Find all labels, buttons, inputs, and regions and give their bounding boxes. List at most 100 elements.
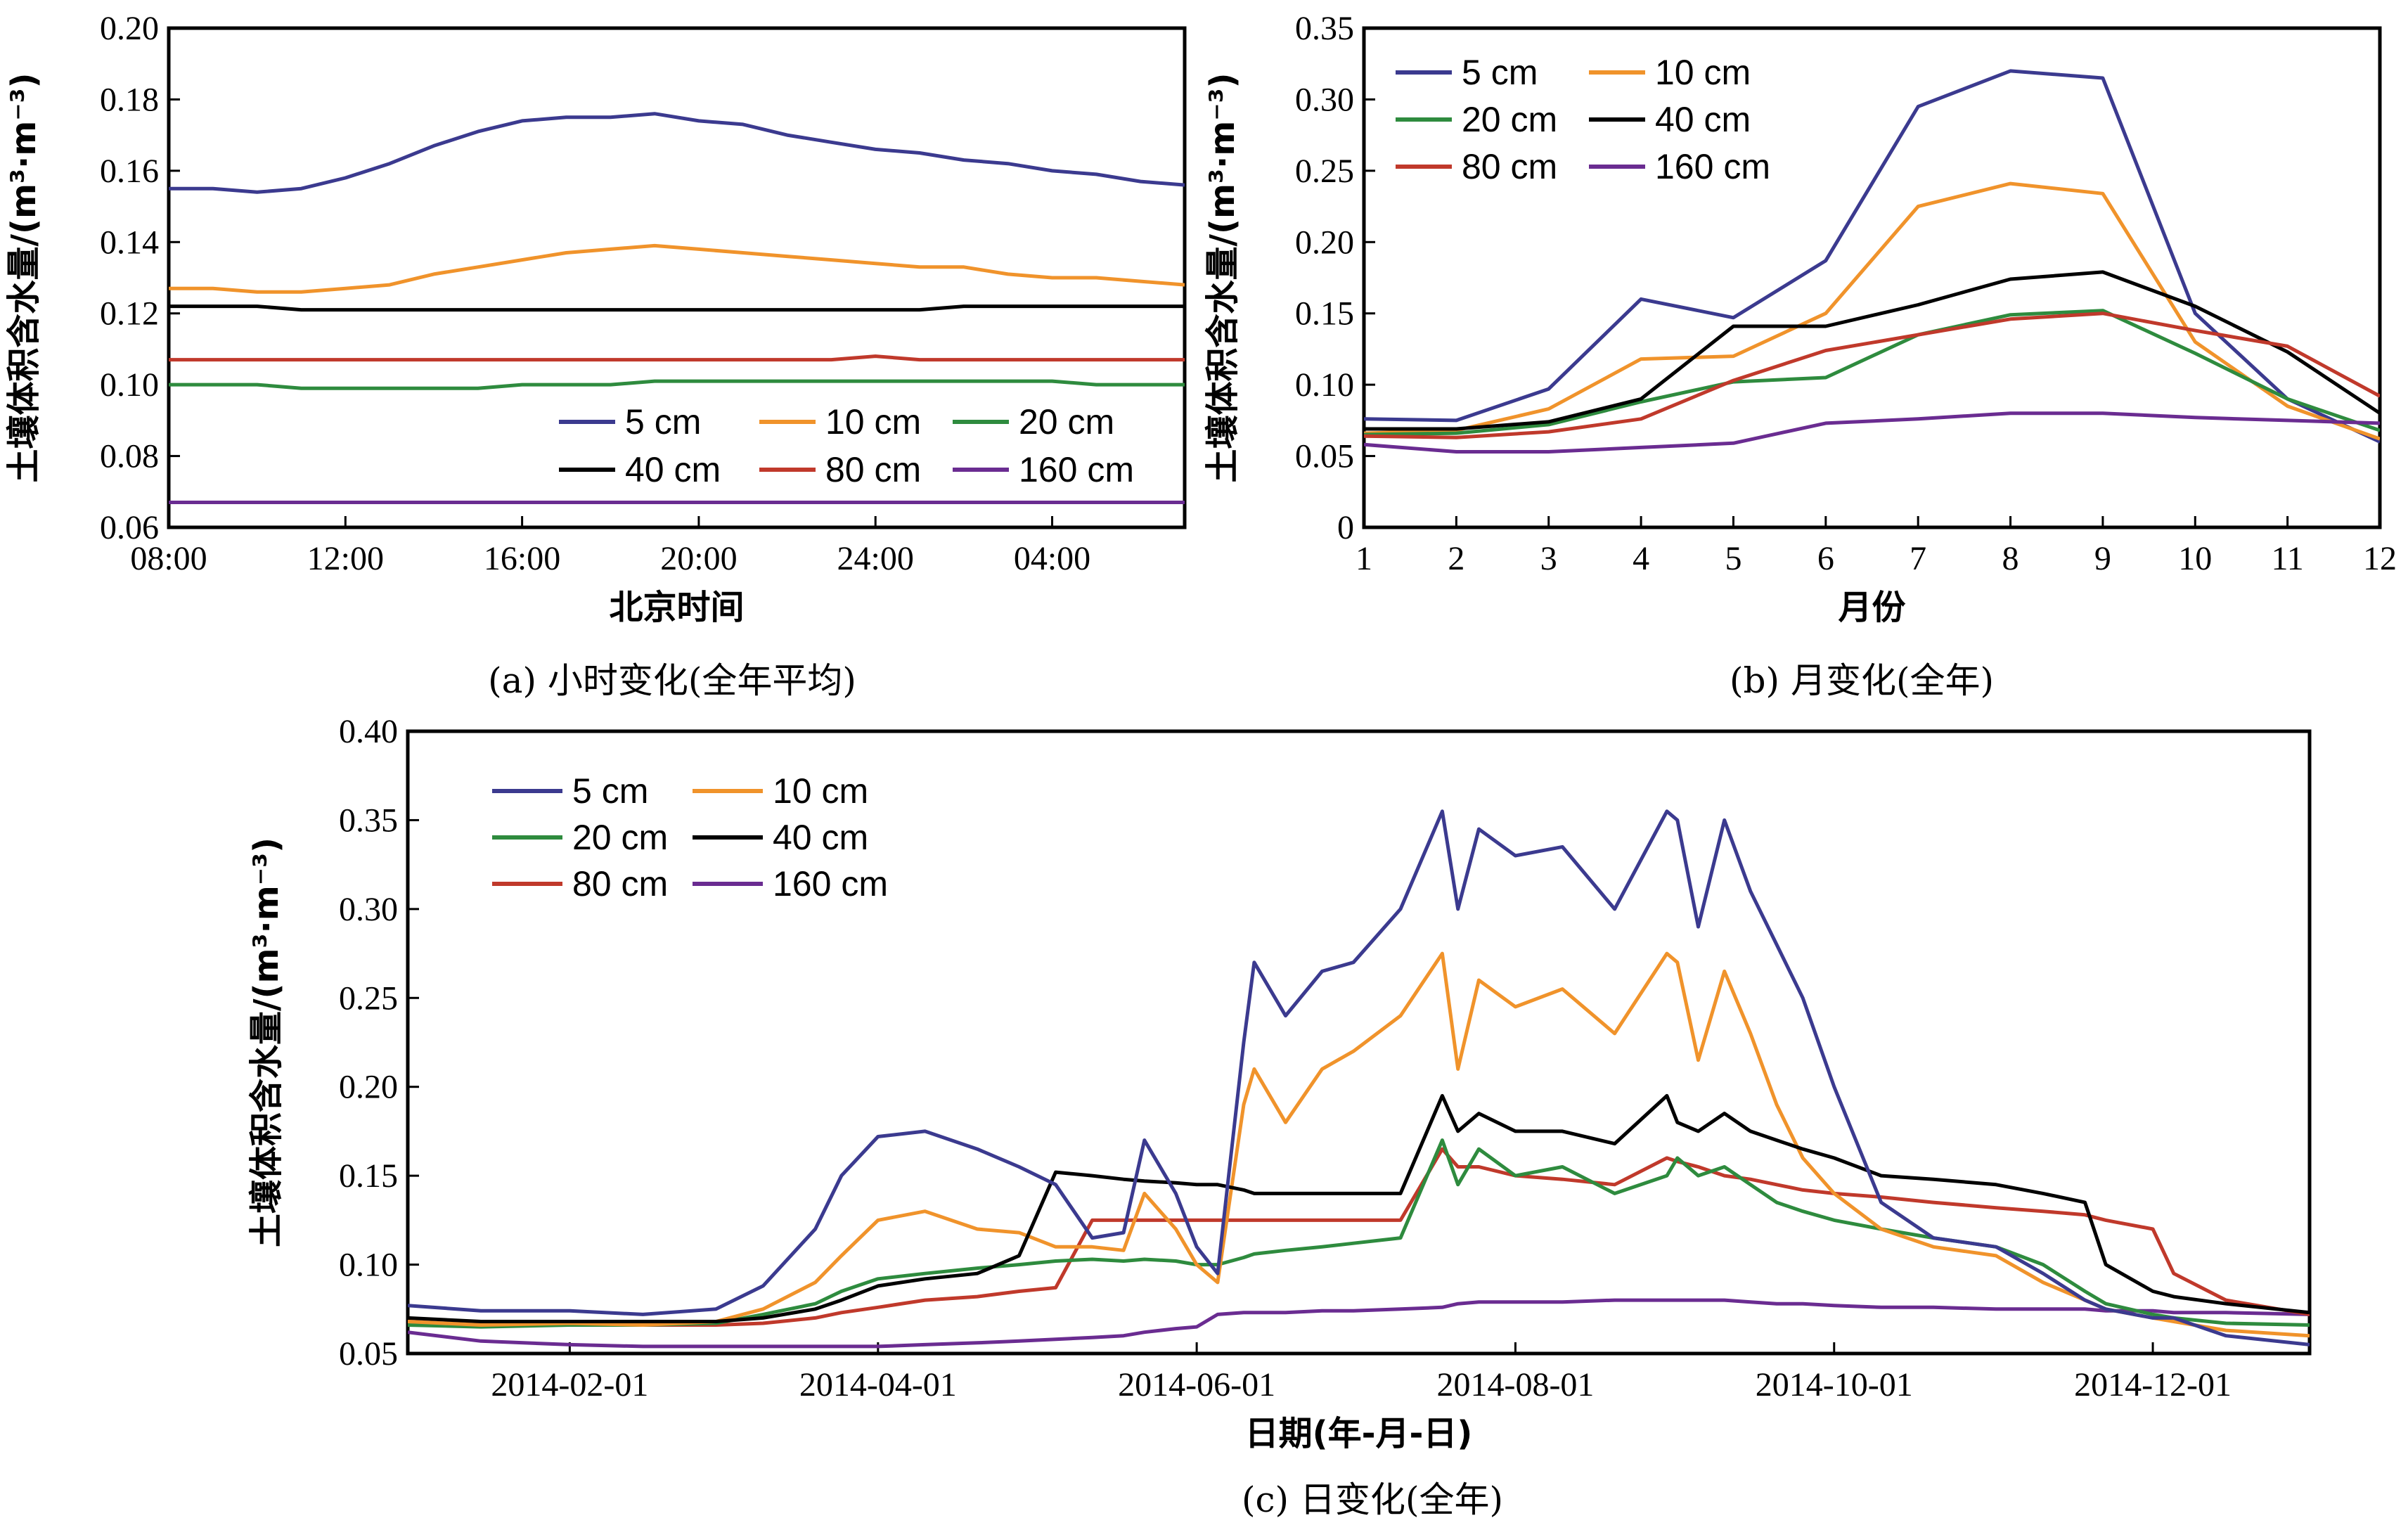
legend-label: 160 cm <box>1655 147 1770 186</box>
series-line-40cm <box>408 1093 2310 1323</box>
x-tick-label: 8 <box>2002 540 2019 577</box>
series-group <box>408 809 2310 1349</box>
y-tick-label: 0.15 <box>1295 295 1354 333</box>
legend-label: 80 cm <box>572 864 668 904</box>
legend-label: 160 cm <box>773 864 888 904</box>
x-tick-label: 08:00 <box>130 540 207 577</box>
legend-label: 40 cm <box>1655 100 1751 139</box>
y-tick-label: 0.35 <box>1295 10 1354 47</box>
series-line-160cm <box>1364 411 2380 454</box>
x-tick-label: 1 <box>1356 540 1372 577</box>
x-tick-label: 20:00 <box>660 540 737 577</box>
y-tick-label: 0.10 <box>100 366 159 404</box>
x-tick-label: 24:00 <box>837 540 914 577</box>
series-group <box>169 112 1185 504</box>
legend-label: 80 cm <box>1462 147 1557 186</box>
series-line-40cm <box>1364 270 2380 431</box>
x-tick-label: 2014-06-01 <box>1118 1366 1275 1403</box>
legend-label: 20 cm <box>1462 100 1557 139</box>
legend-label: 10 cm <box>825 402 921 442</box>
series-line-40cm <box>169 304 1185 312</box>
series-line-80cm <box>1364 311 2380 439</box>
legend: 5 cm 10 cm 20 cm 40 cm 80 cm 160 cm <box>559 402 1134 489</box>
x-axis-label: 北京时间 <box>609 588 744 627</box>
x-tick-label: 12 <box>2363 540 2397 577</box>
x-tick-label: 6 <box>1817 540 1834 577</box>
x-tick-label: 7 <box>1910 540 1926 577</box>
y-tick-label: 0.16 <box>100 153 159 190</box>
plot-frame <box>1362 26 2382 529</box>
y-tick-label: 0.20 <box>100 10 159 47</box>
y-tick-label: 0.40 <box>339 713 398 750</box>
series-group <box>1364 69 2380 454</box>
legend-label: 10 cm <box>773 771 868 811</box>
series-line-10cm <box>1364 181 2380 441</box>
y-tick-label: 0.08 <box>100 438 159 475</box>
series-line-10cm <box>169 243 1185 294</box>
y-tick-label: 0.05 <box>339 1335 398 1372</box>
series-line-5cm <box>1364 69 2380 444</box>
series-line-80cm <box>408 1147 2310 1327</box>
x-tick-label: 5 <box>1725 540 1741 577</box>
plot-frame <box>406 729 2312 1356</box>
x-tick-label: 2014-12-01 <box>2074 1366 2232 1403</box>
x-tick-label: 16:00 <box>484 540 560 577</box>
y-tick-label: 0.14 <box>100 224 159 261</box>
legend-label: 20 cm <box>572 818 668 857</box>
x-tick-label: 2 <box>1448 540 1464 577</box>
x-tick-label: 2014-04-01 <box>799 1366 957 1403</box>
chart-c-daily: 0.05 0.10 0.15 0.20 0.25 0.30 0.35 0.40 2014-02-… <box>247 713 2312 1453</box>
legend-label: 40 cm <box>773 818 868 857</box>
y-tick-label: 0.12 <box>100 295 159 333</box>
y-tick-label: 0.20 <box>339 1069 398 1106</box>
y-tick-label: 0 <box>1337 509 1354 546</box>
chart-a-hourly: 0.06 0.08 0.10 0.12 0.14 0.16 0.18 0.20 08:00 12:… <box>4 10 1187 627</box>
y-axis-label: 土壤体积含水量/(m³·m⁻³) <box>247 837 286 1247</box>
series-line-20cm <box>1364 309 2380 437</box>
legend-label: 40 cm <box>625 450 721 489</box>
x-tick-label: 3 <box>1540 540 1557 577</box>
series-line-10cm <box>408 951 2310 1338</box>
series-line-160cm <box>408 1298 2310 1349</box>
x-tick-label: 10 <box>2178 540 2212 577</box>
legend-label: 5 cm <box>572 771 648 811</box>
y-tick-label: 0.06 <box>100 509 159 546</box>
x-tick-label: 2014-08-01 <box>1436 1366 1594 1403</box>
x-tick-label: 11 <box>2272 540 2304 577</box>
legend-label: 5 cm <box>1462 53 1538 92</box>
caption-c: (c) 日变化(全年) <box>1242 1479 1503 1520</box>
y-tick-label: 0.10 <box>339 1247 398 1284</box>
y-axis-label: 土壤体积含水量/(m³·m⁻³) <box>1203 72 1242 482</box>
x-axis-label: 月份 <box>1838 588 1905 627</box>
x-tick-label: 04:00 <box>1014 540 1090 577</box>
y-tick-label: 0.15 <box>339 1157 398 1195</box>
y-tick-label: 0.30 <box>1295 81 1354 118</box>
legend-label: 10 cm <box>1655 53 1751 92</box>
y-tick-label: 0.05 <box>1295 438 1354 475</box>
legend: 5 cm 10 cm 20 cm 40 cm 80 cm 160 cm <box>1396 53 1770 186</box>
y-tick-label: 0.35 <box>339 802 398 839</box>
legend-label: 20 cm <box>1019 402 1114 442</box>
series-line-5cm <box>169 112 1185 194</box>
y-tick-label: 0.18 <box>100 81 159 118</box>
legend-label: 80 cm <box>825 450 921 489</box>
x-tick-label: 4 <box>1633 540 1649 577</box>
y-tick-label: 0.25 <box>339 979 398 1017</box>
plot-frame <box>167 26 1187 529</box>
legend-label: 5 cm <box>625 402 701 442</box>
y-axis-label: 土壤体积含水量/(m³·m⁻³) <box>4 72 44 482</box>
y-tick-label: 0.10 <box>1295 366 1354 404</box>
series-line-20cm <box>169 379 1185 390</box>
x-axis-label: 日期(年-月-日) <box>1245 1414 1473 1453</box>
series-line-80cm <box>169 354 1185 362</box>
x-tick-label: 9 <box>2094 540 2111 577</box>
x-tick-label: 2014-10-01 <box>1756 1366 1913 1403</box>
y-tick-label: 0.20 <box>1295 224 1354 261</box>
legend-label: 160 cm <box>1019 450 1134 489</box>
series-line-5cm <box>408 809 2310 1346</box>
x-tick-label: 12:00 <box>307 540 384 577</box>
y-tick-label: 0.25 <box>1295 153 1354 190</box>
y-tick-label: 0.30 <box>339 891 398 928</box>
caption-a: (a) 小时变化(全年平均) <box>488 660 856 701</box>
